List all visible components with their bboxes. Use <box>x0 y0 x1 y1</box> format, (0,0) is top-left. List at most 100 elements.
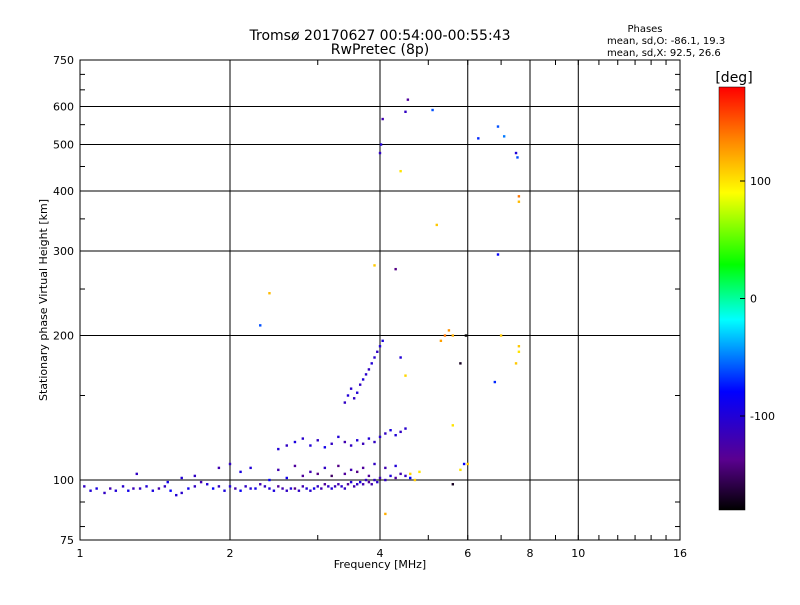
data-point <box>263 485 267 488</box>
data-point <box>447 329 451 332</box>
data-point <box>462 462 466 466</box>
data-point <box>249 487 252 490</box>
data-point <box>277 447 280 451</box>
data-point <box>358 480 362 484</box>
data-point <box>370 483 373 486</box>
data-point <box>301 437 305 440</box>
data-point <box>514 151 518 155</box>
colorbar-tick-label: 0 <box>750 293 757 306</box>
data-point <box>343 472 347 476</box>
data-point <box>323 466 327 470</box>
data-point <box>277 468 280 472</box>
data-point <box>370 362 373 365</box>
data-point <box>373 264 376 267</box>
y-tick-label: 100 <box>53 474 74 487</box>
x-axis-label: Frequency [MHz] <box>334 558 426 571</box>
data-point <box>514 362 518 365</box>
data-point <box>109 487 112 490</box>
data-point <box>293 464 297 468</box>
data-point <box>228 462 232 466</box>
data-point <box>378 476 382 480</box>
data-point <box>378 345 382 348</box>
data-point <box>373 356 376 359</box>
colorbar-ticks: 100 0 -100 <box>740 175 775 423</box>
x-tick-label: 2 <box>227 547 234 560</box>
data-point <box>343 440 347 444</box>
data-point <box>83 485 86 488</box>
data-point <box>349 468 353 472</box>
data-point <box>404 427 407 430</box>
data-point <box>349 444 353 447</box>
data-point <box>378 435 382 439</box>
data-point <box>517 345 521 348</box>
data-point <box>135 472 138 476</box>
data-point <box>404 474 407 478</box>
data-point <box>435 223 438 227</box>
data-point <box>384 512 387 516</box>
data-point <box>293 440 297 444</box>
data-point <box>367 368 371 371</box>
x-tick-label: 8 <box>527 547 534 560</box>
data-point <box>409 476 412 480</box>
data-point <box>166 480 169 484</box>
data-point <box>316 439 319 442</box>
data-point <box>361 466 365 470</box>
axis-ticks: 1 2 4 6 8 10 16 75 100 200 300 400 500 600 750 <box>53 54 687 560</box>
data-point <box>223 489 226 492</box>
data-point <box>343 401 347 404</box>
data-point <box>399 472 402 476</box>
data-point <box>389 474 392 478</box>
data-point <box>330 487 333 490</box>
data-point <box>381 117 384 121</box>
y-axis-label: Stationary phase Virtual Height [km] <box>37 199 50 401</box>
data-point <box>493 380 497 384</box>
colorbar-tick-label: 100 <box>750 175 771 188</box>
data-point <box>384 478 387 482</box>
data-point <box>297 489 301 492</box>
data-point <box>320 487 323 490</box>
data-point <box>466 462 469 466</box>
y-tick-label: 75 <box>60 534 74 547</box>
data-point <box>364 373 368 376</box>
data-point <box>180 491 183 495</box>
data-point <box>193 474 197 478</box>
data-point <box>499 334 503 337</box>
data-point <box>517 350 521 353</box>
data-point <box>138 487 142 490</box>
data-point <box>244 485 247 488</box>
data-point <box>367 480 371 484</box>
data-point <box>355 483 359 486</box>
y-tick-label: 200 <box>53 330 74 343</box>
colorbar-tick-label: -100 <box>750 410 775 423</box>
data-point <box>301 485 305 488</box>
data-point <box>459 362 462 365</box>
data-point <box>384 466 387 470</box>
data-point <box>431 108 434 112</box>
data-point <box>268 478 271 482</box>
data-point <box>394 464 397 468</box>
data-point <box>399 430 402 434</box>
data-point <box>404 374 407 377</box>
data-point <box>323 446 327 449</box>
data-point <box>259 324 262 327</box>
data-point <box>355 391 359 394</box>
data-point <box>169 489 172 492</box>
data-point <box>517 195 521 198</box>
data-point <box>337 435 340 439</box>
data-point <box>285 476 288 480</box>
data-point <box>323 483 327 486</box>
data-point <box>268 487 271 490</box>
data-point <box>268 292 271 295</box>
data-point <box>199 480 203 484</box>
data-point <box>367 437 371 440</box>
data-point <box>285 489 288 492</box>
data-point <box>346 483 350 486</box>
data-point <box>309 444 312 447</box>
data-point <box>309 470 312 474</box>
grid-lines <box>80 60 680 540</box>
data-point <box>451 334 455 337</box>
data-point <box>217 466 221 470</box>
data-point <box>355 439 359 442</box>
data-point <box>340 485 343 488</box>
